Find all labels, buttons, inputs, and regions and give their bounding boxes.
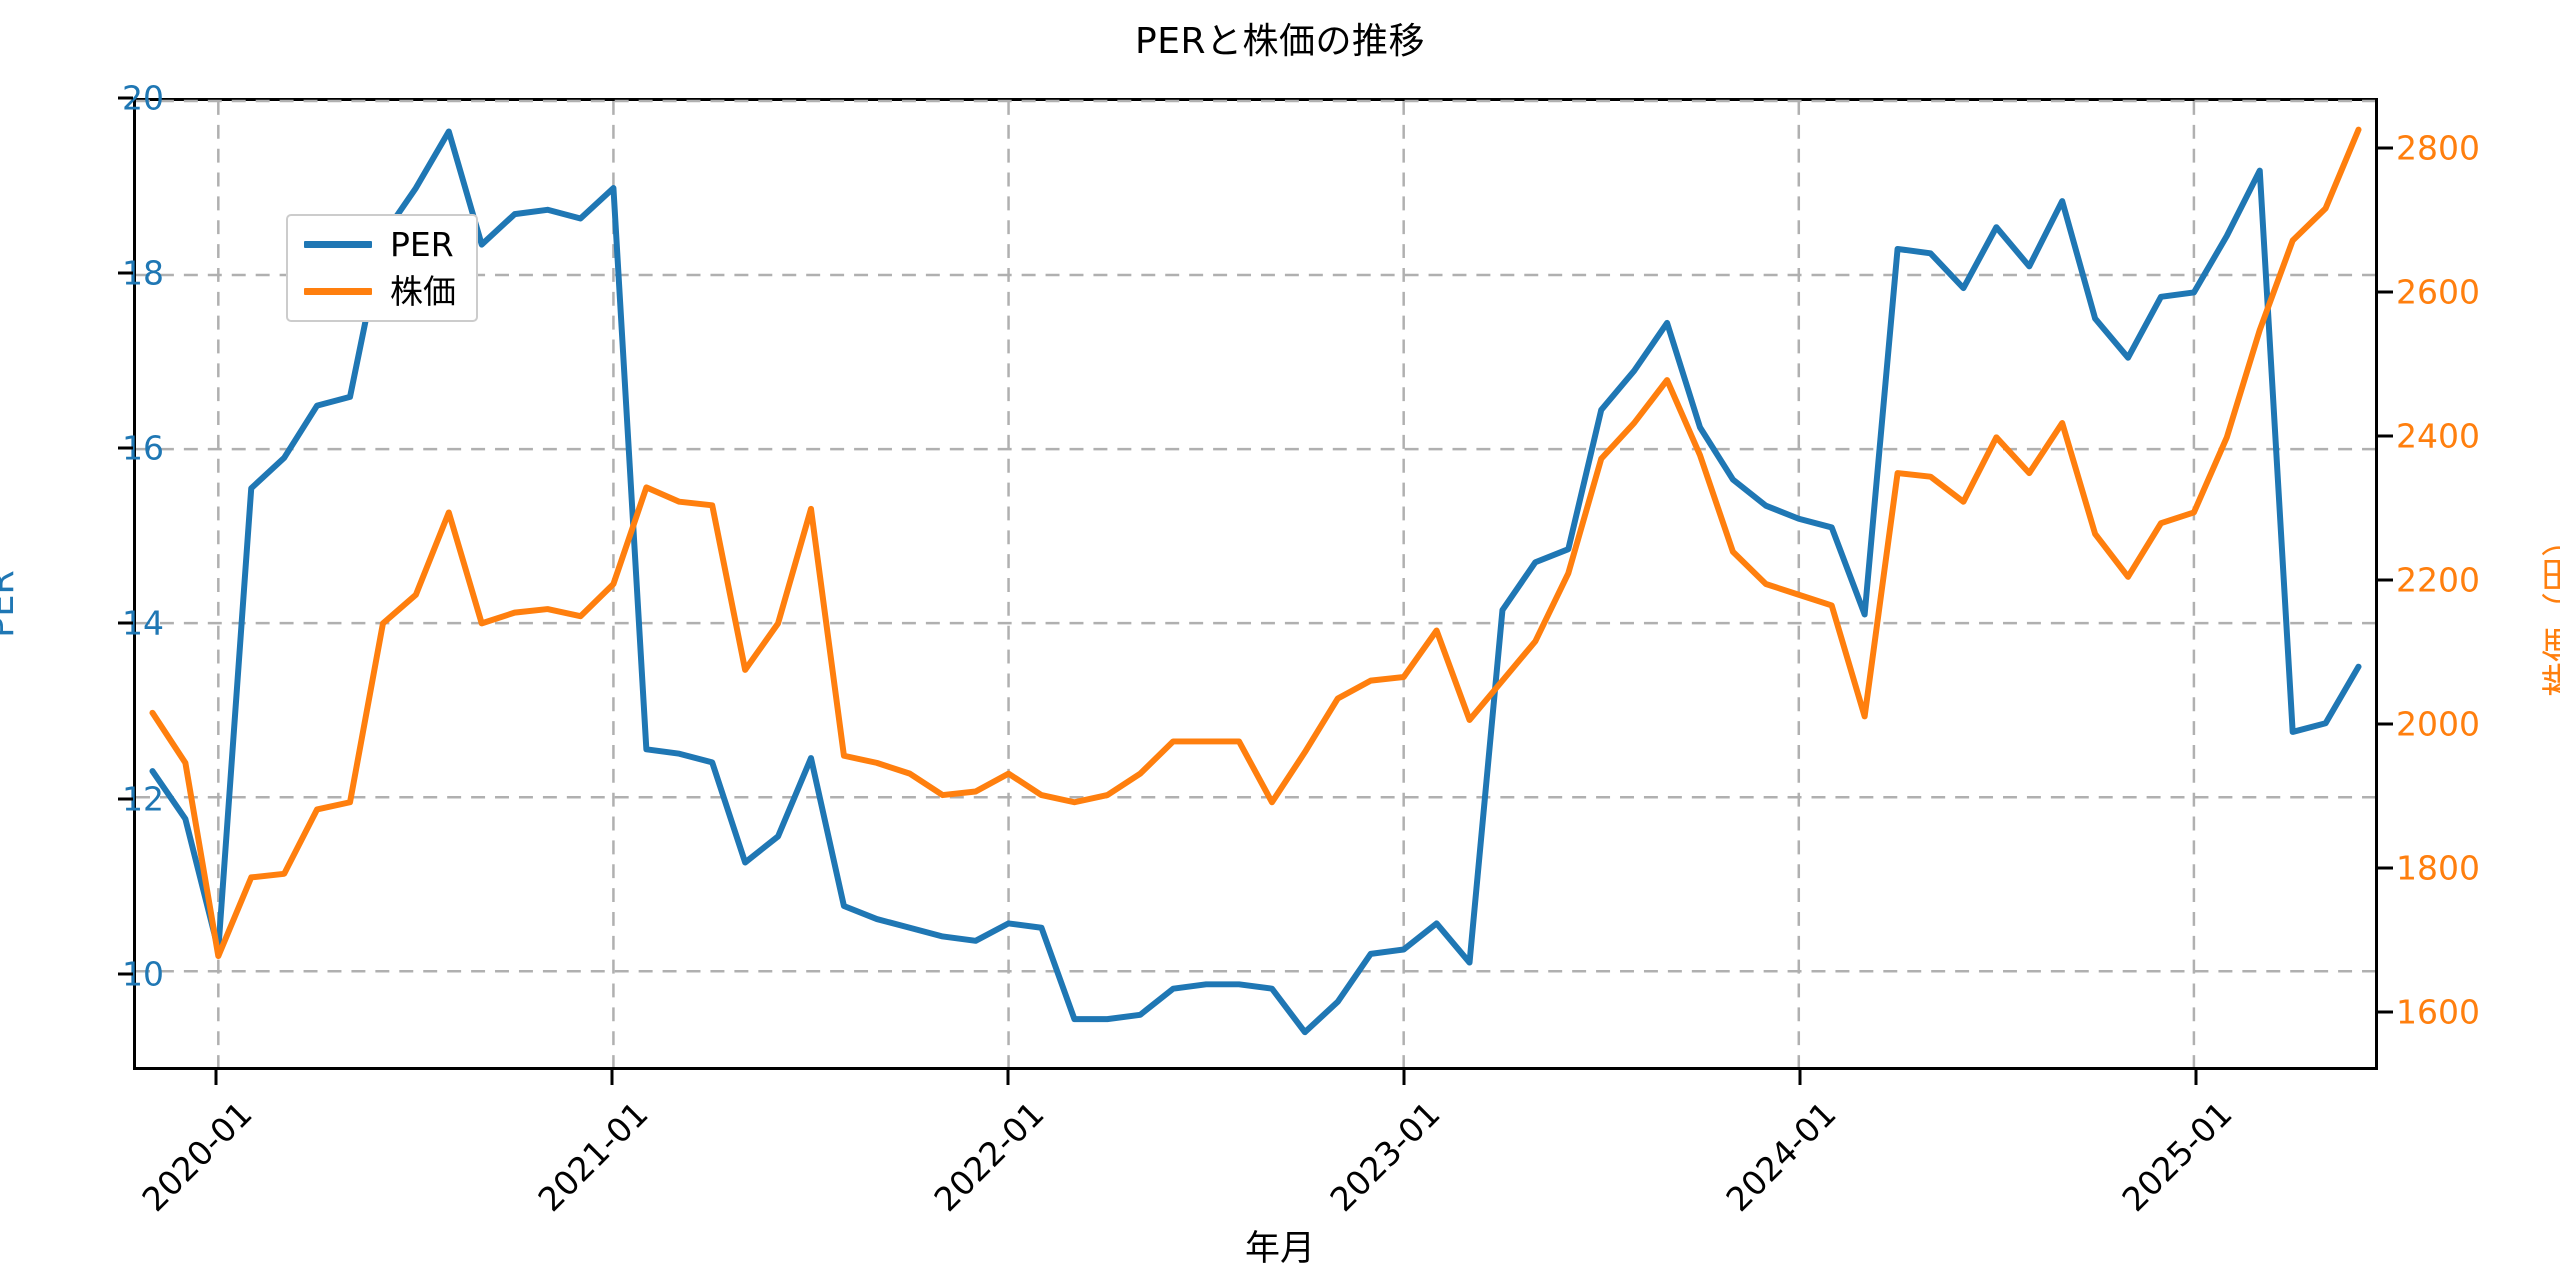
y-axis-right-tick-mark (2378, 578, 2393, 582)
plot-area: PER 株価 (133, 98, 2378, 1070)
legend-item-per[interactable]: PER (304, 228, 456, 261)
y-axis-right-tick-label: 2200 (2396, 560, 2480, 600)
y-axis-right-tick-label: 2000 (2396, 704, 2480, 744)
legend-item-price[interactable]: 株価 (304, 275, 456, 308)
y-axis-left-tick-mark (118, 446, 133, 450)
x-axis-tick-mark (1798, 1070, 1802, 1085)
y-axis-left-tick-mark (118, 271, 133, 275)
y-axis-right-tick-label: 1800 (2396, 848, 2480, 888)
y-axis-right-tick-mark (2378, 866, 2393, 870)
y-axis-left-tick-mark (118, 972, 133, 976)
y-axis-right-tick-mark (2378, 434, 2393, 438)
x-axis-tick-label: 2025-01 (2114, 1094, 2240, 1220)
y-axis-right-tick-mark (2378, 722, 2393, 726)
x-axis-tick-label: 2020-01 (134, 1094, 260, 1220)
x-axis-tick-label: 2024-01 (1718, 1094, 1844, 1220)
x-axis-tick-mark (610, 1070, 614, 1085)
y-axis-left-tick-label: 12 (122, 779, 164, 819)
y-axis-left-tick-label: 18 (122, 253, 164, 293)
y-axis-left-tick-label: 14 (122, 603, 164, 643)
y-axis-left-tick-mark (118, 621, 133, 625)
legend-swatch-per (304, 241, 372, 248)
y-axis-right-label: 株価（円） (2541, 521, 2560, 698)
x-axis-tick-mark (2194, 1070, 2198, 1085)
data-line-price (149, 126, 2362, 960)
x-axis-tick-label: 2022-01 (926, 1094, 1052, 1220)
legend-swatch-price (304, 288, 372, 295)
x-axis-tick-mark (214, 1070, 218, 1085)
chart-title: PERと株価の推移 (1135, 21, 1425, 62)
y-axis-right-tick-label: 1600 (2396, 992, 2480, 1032)
y-axis-left-tick-mark (118, 96, 133, 100)
x-axis-tick-mark (1402, 1070, 1406, 1085)
x-axis-label: 年月 (1244, 1229, 1315, 1269)
data-line-per (149, 128, 2362, 1036)
y-axis-right-tick-label: 2600 (2396, 272, 2480, 312)
legend-label-per: PER (390, 225, 454, 264)
y-axis-right-tick-label: 2800 (2396, 128, 2480, 168)
chart-legend: PER 株価 (286, 214, 478, 322)
y-axis-left-tick-label: 16 (122, 428, 164, 468)
y-axis-right-tick-mark (2378, 146, 2393, 150)
y-axis-right-tick-label: 2400 (2396, 416, 2480, 456)
y-axis-left-tick-mark (118, 797, 133, 801)
x-axis-tick-label: 2021-01 (530, 1094, 656, 1220)
y-axis-right-tick-mark (2378, 290, 2393, 294)
x-axis-tick-mark (1006, 1070, 1010, 1085)
legend-label-price: 株価 (390, 272, 456, 311)
y-axis-right-tick-mark (2378, 1010, 2393, 1014)
y-axis-left-tick-label: 20 (122, 78, 164, 118)
x-axis-tick-label: 2023-01 (1322, 1094, 1448, 1220)
data-series-layer (149, 126, 2362, 1036)
y-axis-left-label: PER (0, 570, 22, 638)
y-axis-left-tick-label: 10 (122, 954, 164, 994)
